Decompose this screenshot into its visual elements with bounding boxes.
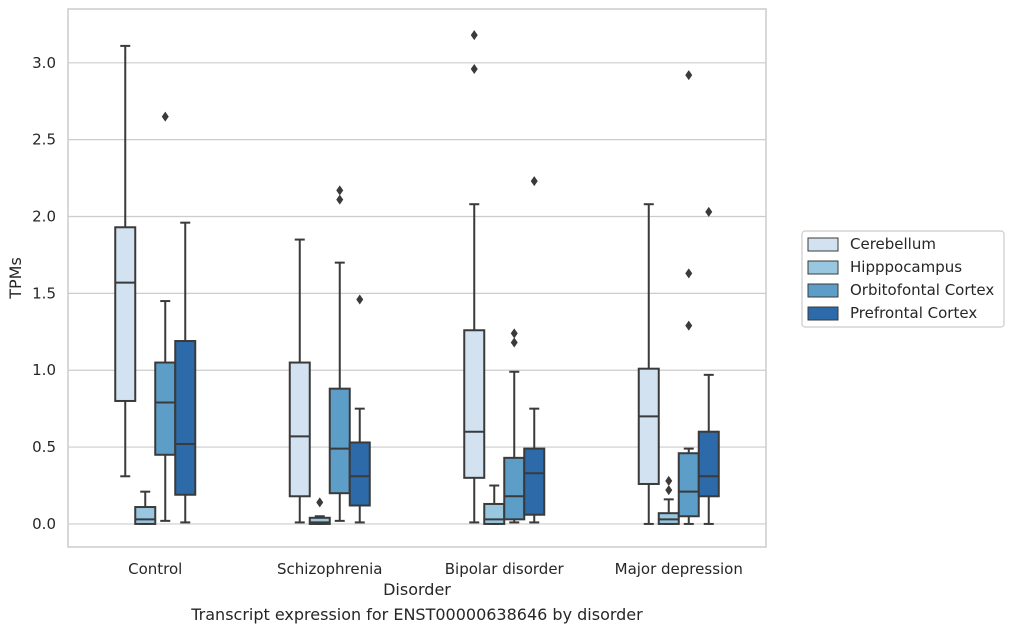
outlier-point (356, 294, 364, 305)
outlier-point (665, 475, 673, 486)
outlier-point (336, 194, 344, 205)
outlier-point (316, 497, 324, 508)
box-hipppocampus (483, 484, 506, 525)
iqr-box (523, 447, 546, 516)
y-axis-label: TPMs (6, 257, 25, 300)
outlier-point (510, 328, 518, 339)
outlier-point (470, 30, 478, 41)
figure-caption: Transcript expression for ENST0000063864… (191, 605, 643, 624)
iqr-box (697, 430, 720, 498)
x-axis-label: Disorder (383, 580, 451, 599)
legend-frame (801, 230, 1005, 328)
box-cerebellum (463, 30, 486, 524)
iqr-box (637, 367, 660, 485)
legend: Cerebellum Hipppocampus Orbitofontal Corte… (801, 230, 1005, 328)
y-tick-label: 1.0 (32, 361, 56, 379)
box-hipppocampus (134, 490, 157, 525)
iqr-box (463, 329, 486, 479)
iqr-box (308, 516, 331, 525)
box-prefrontal-cortex (523, 176, 546, 524)
x-tick-label: Major depression (615, 560, 743, 578)
outlier-point (705, 206, 713, 217)
legend-swatch (807, 237, 839, 252)
outlier-point (510, 337, 518, 348)
iqr-box (348, 441, 371, 507)
outlier-point (470, 63, 478, 74)
box-orbitofontal-cortex (677, 70, 700, 525)
y-tick-label: 2.0 (32, 208, 56, 226)
x-tick-label: Schizophrenia (277, 560, 382, 578)
y-tick-label: 0.5 (32, 438, 56, 456)
outlier-point (685, 320, 693, 331)
box-orbitofontal-cortex (328, 185, 351, 522)
iqr-box (677, 452, 700, 518)
box-hipppocampus (657, 475, 680, 525)
iqr-box (174, 340, 197, 496)
legend-swatch (807, 260, 839, 275)
box-hipppocampus (308, 497, 331, 525)
iqr-box (134, 506, 157, 525)
outlier-point (530, 176, 538, 187)
box-orbitofontal-cortex (154, 111, 177, 522)
box-cerebellum (114, 44, 137, 478)
y-tick-label: 0.0 (32, 515, 56, 533)
iqr-box (288, 361, 311, 498)
x-tick-label: Control (128, 560, 182, 578)
legend-label: Hipppocampus (850, 258, 962, 276)
outlier-point (685, 268, 693, 279)
legend-swatch (807, 306, 839, 321)
y-tick-label: 2.5 (32, 131, 56, 149)
iqr-box (114, 226, 137, 402)
outlier-point (161, 111, 169, 122)
x-tick-label: Bipolar disorder (445, 560, 565, 578)
iqr-box (503, 456, 526, 521)
y-tick-label: 1.5 (32, 284, 56, 302)
outlier-point (685, 70, 693, 81)
x-tick-labels: Control Schizophrenia Bipolar disorder Majo… (128, 560, 743, 578)
box-orbitofontal-cortex (503, 328, 526, 524)
iqr-box (154, 361, 177, 456)
y-tick-labels: 0.0 0.5 1.0 1.5 2.0 2.5 3.0 (32, 54, 56, 533)
box-series (114, 30, 720, 525)
legend-label: Orbitofontal Cortex (850, 281, 994, 299)
box-prefrontal-cortex (174, 221, 197, 524)
y-tick-label: 3.0 (32, 54, 56, 72)
iqr-box (483, 502, 506, 525)
iqr-box (328, 387, 351, 495)
legend-swatch (807, 283, 839, 298)
box-cerebellum (637, 203, 660, 525)
legend-label: Cerebellum (850, 235, 936, 253)
plot-frame (67, 8, 767, 548)
box-prefrontal-cortex (348, 294, 371, 524)
legend-label: Prefrontal Cortex (850, 304, 977, 322)
outlier-point (336, 185, 344, 196)
outlier-point (665, 485, 673, 496)
box-prefrontal-cortex (697, 206, 720, 525)
box-cerebellum (288, 238, 311, 524)
